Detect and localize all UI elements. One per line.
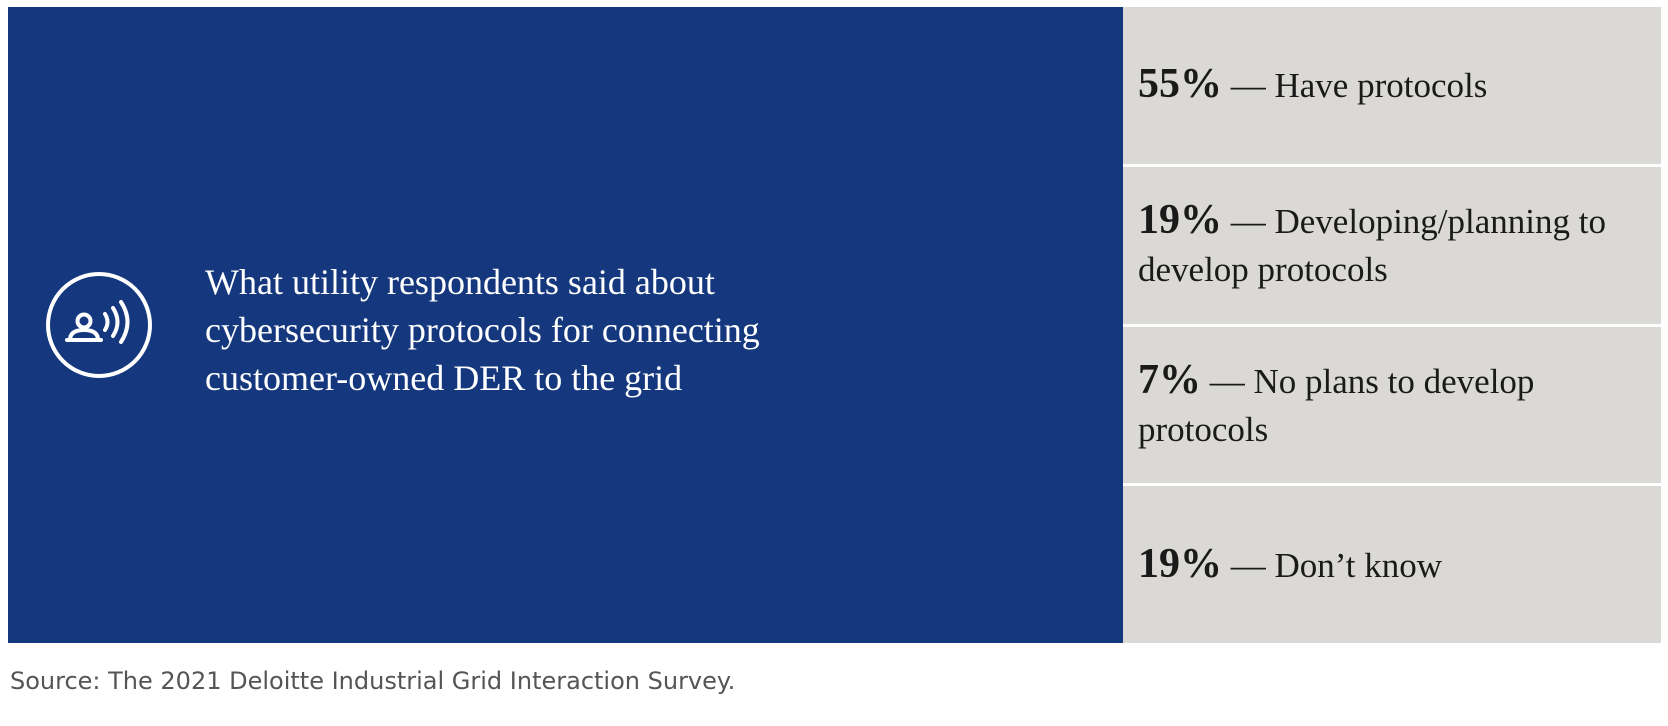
headline-panel: What utility respondents said about cybe…	[8, 7, 1123, 643]
survey-figure: What utility respondents said about cybe…	[8, 7, 1661, 643]
stat-percent: 19%	[1138, 197, 1222, 244]
stat-percent: 55%	[1138, 61, 1222, 108]
stat-row: 19% — Don’t know	[1123, 486, 1661, 643]
stat-label: Don’t know	[1274, 545, 1443, 585]
stat-label: No plans to develop protocols	[1138, 361, 1535, 449]
stat-row: 55% — Have protocols	[1123, 7, 1661, 167]
chart-title: What utility respondents said about cybe…	[205, 262, 760, 398]
stat-percent: 19%	[1138, 540, 1222, 587]
stat-text: 55% — Have protocols	[1138, 61, 1488, 108]
stat-text: 19% — Don’t know	[1138, 540, 1443, 587]
stat-label: Have protocols	[1274, 66, 1488, 106]
stat-label: Developing/planning to develop protocols	[1138, 202, 1606, 290]
person-broadcasting-signal-icon	[43, 269, 155, 381]
stat-text: 19% — Developing/planning to develop pro…	[1138, 197, 1606, 290]
stat-row: 19% — Developing/planning to develop pro…	[1123, 166, 1661, 327]
source-note: Source: The 2021 Deloitte Industrial Gri…	[10, 667, 736, 695]
stat-text: 7% — No plans to develop protocols	[1138, 356, 1535, 449]
stat-percent: 7%	[1138, 356, 1201, 403]
stats-panel: 55% — Have protocols 19% — Developing/pl…	[1123, 7, 1661, 643]
stat-row: 7% — No plans to develop protocols	[1123, 326, 1661, 487]
